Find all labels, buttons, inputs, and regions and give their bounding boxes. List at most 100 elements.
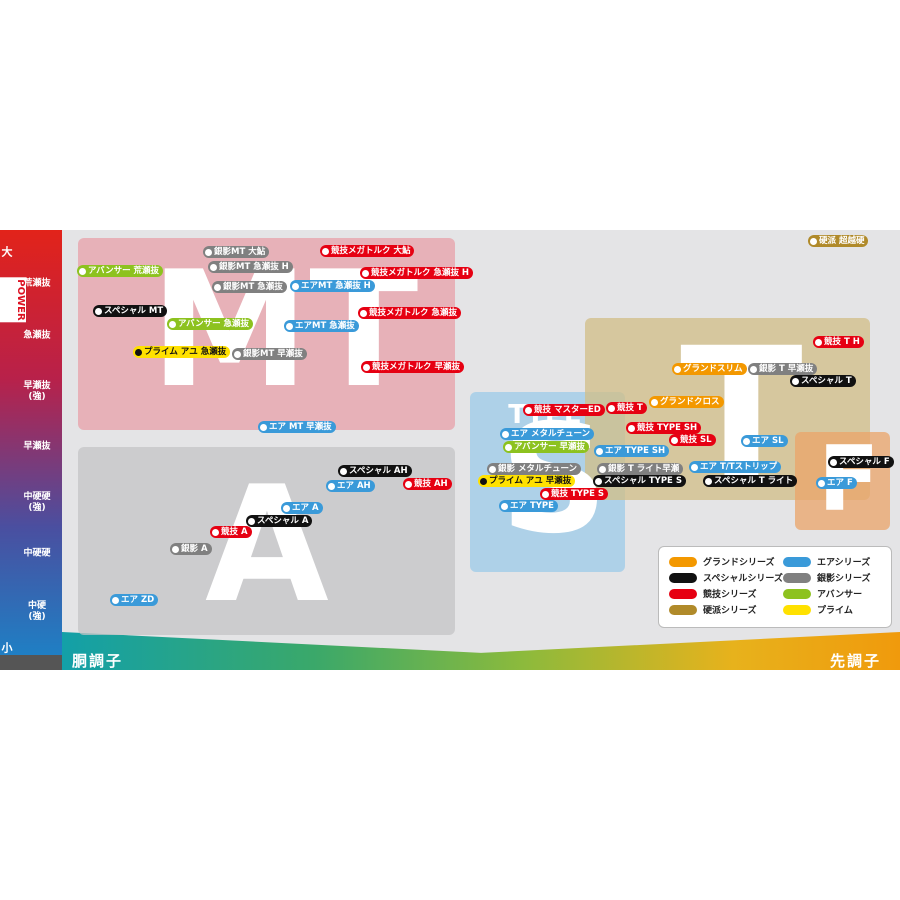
tag-label: 銀影 A	[181, 544, 208, 554]
tag-label: エア ZD	[121, 595, 155, 605]
tag-dot	[169, 320, 176, 328]
tag-label: エア SL	[752, 436, 784, 446]
tag-dot	[502, 430, 509, 438]
region-letter: A	[205, 451, 329, 638]
tag-dot	[608, 404, 615, 412]
tag-dot	[501, 502, 508, 510]
tag-dot	[292, 282, 299, 290]
tag-label: エア F	[827, 478, 853, 488]
axis-bottom: 小	[1, 641, 13, 655]
legend-label: アバンサー	[817, 590, 863, 600]
tag-dot	[651, 398, 658, 406]
product-tag: 銀影 T 早瀬抜	[748, 363, 818, 375]
product-tag: エア F	[816, 477, 857, 489]
tag-dot	[205, 248, 212, 256]
tag-label: 競技 AH	[414, 479, 448, 489]
tag-label: エア AH	[337, 481, 371, 491]
legend-label: 競技シリーズ	[703, 590, 757, 600]
tag-label: スペシャル F	[839, 457, 890, 467]
product-tag: スペシャル F	[828, 456, 894, 468]
product-tag: 銀影MT 急瀬抜	[212, 281, 287, 293]
tag-dot	[691, 463, 698, 471]
product-tag: エア T/Tストリップ	[689, 461, 782, 473]
tag-label: アバンサー 早瀬抜	[514, 442, 586, 452]
product-tag: 銀影MT 大鮎	[203, 246, 270, 258]
tag-dot	[286, 322, 293, 330]
product-tag: 競技 A	[210, 526, 252, 538]
y-label: 急瀬抜	[23, 330, 51, 341]
product-tag: 競技 TYPE S	[540, 488, 609, 500]
tag-dot	[628, 424, 635, 432]
tag-label: 銀影MT 急瀬抜	[223, 282, 283, 292]
tag-dot	[595, 477, 602, 485]
tag-dot	[792, 377, 799, 385]
tag-label: スペシャル A	[257, 516, 309, 526]
tag-label: スペシャル MT	[104, 306, 164, 316]
product-tag: 競技 SL	[669, 434, 716, 446]
y-label: 中硬硬	[23, 548, 51, 559]
tag-label: 競技 T	[617, 403, 643, 413]
tag-dot	[671, 436, 678, 444]
tag-dot	[362, 269, 369, 277]
axis-top: 大	[1, 245, 13, 259]
y-label: 早瀬抜 (強)	[23, 381, 51, 402]
tag-label: 銀影 メタルチューン	[498, 464, 578, 474]
product-tag: 競技 AH	[403, 478, 452, 490]
tag-dot	[360, 309, 367, 317]
tag-dot	[328, 482, 335, 490]
product-tag: 硬派 超越硬	[808, 235, 869, 247]
tag-label: 競技 A	[221, 527, 248, 537]
taper-band	[62, 632, 900, 670]
product-tag: 銀影MT 早瀬抜	[232, 348, 307, 360]
legend-swatch	[783, 556, 811, 567]
legend-label: 硬派シリーズ	[703, 606, 757, 616]
product-tag: スペシャル MT	[93, 305, 168, 317]
product-tag: エア メタルチューン	[500, 428, 595, 440]
product-tag: エアMT 急瀬抜 H	[290, 280, 375, 292]
tag-dot	[234, 350, 241, 358]
product-tag: スペシャル A	[246, 515, 313, 527]
product-tag: アバンサー 荒瀬抜	[77, 265, 164, 277]
product-tag: 競技 T H	[813, 336, 864, 348]
legend-item: プライム	[783, 603, 853, 616]
region-letter: T	[680, 310, 803, 519]
legend-item: 硬派シリーズ	[669, 603, 757, 616]
tag-label: 銀影 T ライト早瀬	[608, 464, 680, 474]
y-label: 早瀬抜	[23, 441, 51, 452]
product-tag: スペシャル T	[790, 375, 856, 387]
tag-label: スペシャル T	[801, 376, 852, 386]
tag-dot	[596, 447, 603, 455]
tag-dot	[750, 365, 757, 373]
tag-label: プライム アユ 急瀬抜	[144, 347, 227, 357]
legend-item: 銀影シリーズ	[783, 571, 871, 584]
product-tag: スペシャル AH	[338, 465, 412, 477]
tag-label: 競技 T H	[824, 337, 860, 347]
tag-dot	[283, 504, 290, 512]
tag-label: 硬派 超越硬	[819, 236, 865, 246]
product-tag: 銀影 メタルチューン	[487, 463, 582, 475]
tag-label: グランドクロス	[660, 397, 720, 407]
tag-dot	[172, 545, 179, 553]
y-label: 中硬 (強)	[27, 601, 46, 622]
tag-label: 競技メガトルク 急瀬抜 H	[371, 268, 470, 278]
tag-label: スペシャル AH	[349, 466, 408, 476]
tag-dot	[818, 479, 825, 487]
chart: 大小 POWER 荒瀬抜 急瀬抜 早瀬抜 (強) 早瀬抜 中硬硬 (強) 中硬硬 中硬 (強) 胴…	[0, 230, 900, 670]
tag-label: エア T/Tストリップ	[700, 462, 778, 472]
product-tag: エア A	[281, 502, 323, 514]
product-tag: エア MT 早瀬抜	[258, 421, 336, 433]
tag-dot	[210, 263, 217, 271]
corner	[0, 655, 62, 670]
y-label: 中硬硬 (強)	[23, 492, 51, 513]
tag-label: スペシャル TYPE S	[604, 476, 682, 486]
product-tag: エアMT 急瀬抜	[284, 320, 359, 332]
legend-swatch	[669, 604, 697, 615]
tag-dot	[363, 363, 370, 371]
tag-label: エア A	[292, 503, 319, 513]
legend: グランドシリーズ エアシリーズ スペシャルシリーズ 銀影シリーズ 競技シリーズ アバンサー…	[658, 546, 892, 628]
tag-label: エア メタルチューン	[511, 429, 591, 439]
tag-label: エアMT 急瀬抜 H	[301, 281, 371, 291]
product-tag: プライム アユ 早瀬抜	[478, 475, 576, 487]
legend-item: 競技シリーズ	[669, 587, 757, 600]
